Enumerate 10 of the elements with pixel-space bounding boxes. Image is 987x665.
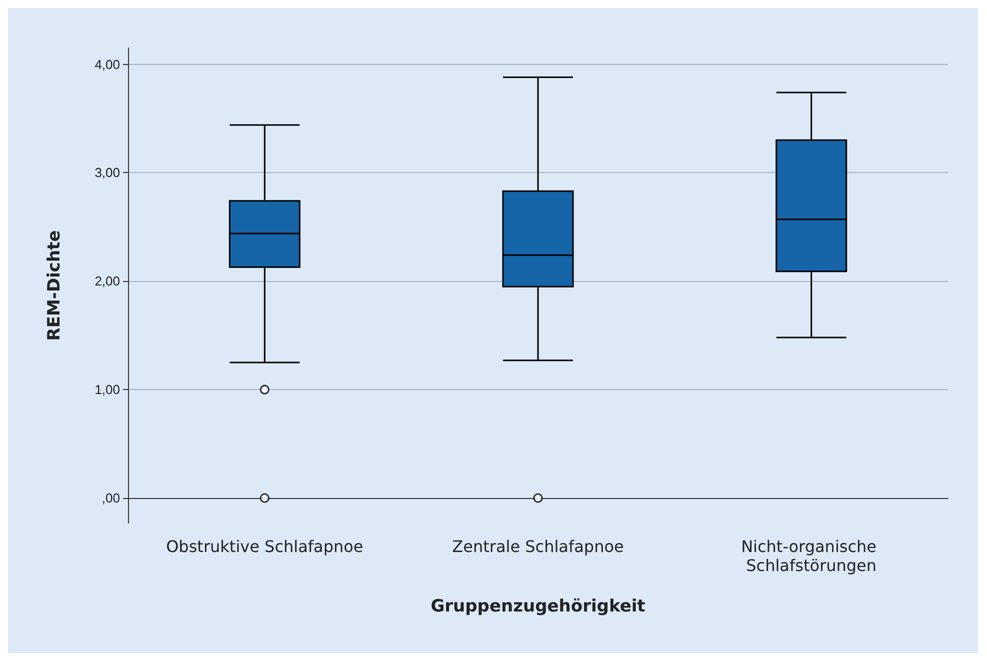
x-tick-label: Nicht-organische Schlafstörungen: [741, 537, 882, 575]
y-axis-title: REM-Dichte: [44, 230, 64, 341]
y-tick-label: 2,00: [94, 274, 120, 289]
y-tick-label: 3,00: [94, 165, 120, 180]
x-axis-title: Gruppenzugehörigkeit: [430, 596, 646, 616]
y-tick-label: 4,00: [94, 56, 120, 72]
y-tick-label: ,00: [102, 490, 120, 506]
x-tick-label: Obstruktive Schlafapnoe: [166, 537, 364, 556]
x-tick-label: Zentrale Schlafapnoe: [452, 537, 624, 556]
y-tick-label: 1,00: [94, 382, 120, 398]
